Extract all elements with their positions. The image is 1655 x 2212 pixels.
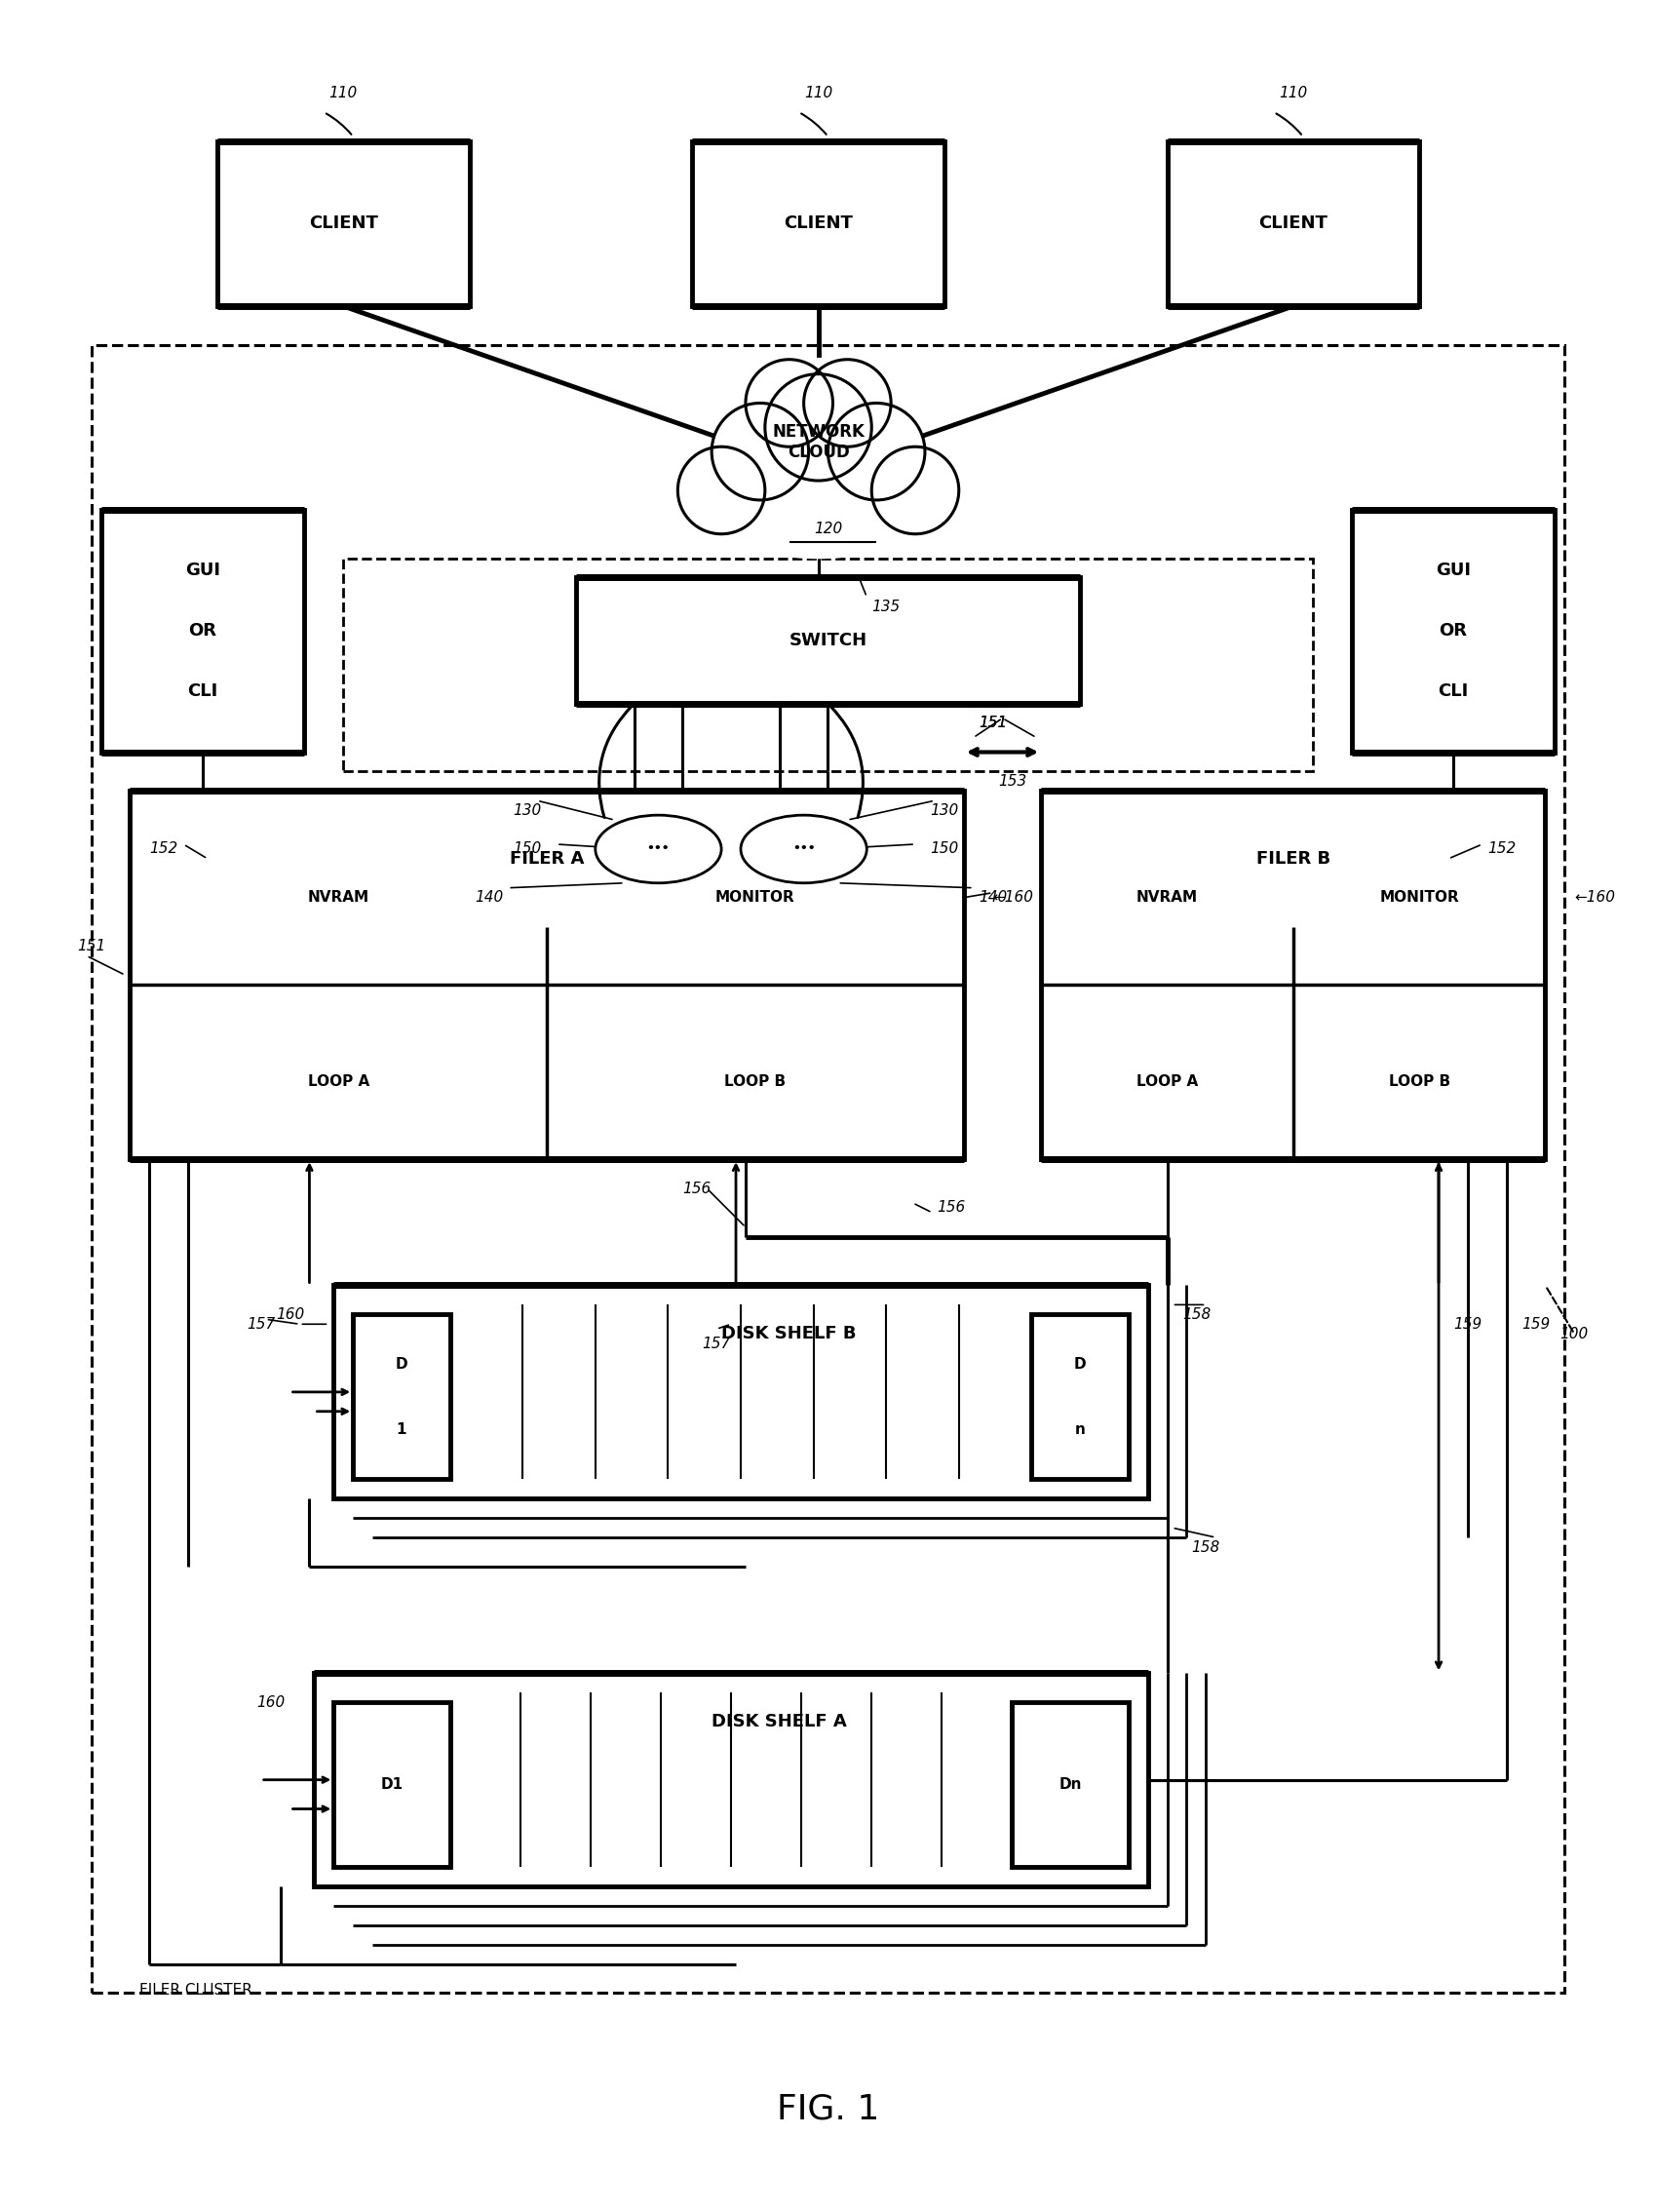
Text: •••: ••• — [791, 843, 814, 856]
Text: GUI: GUI — [1435, 562, 1470, 580]
Bar — [333, 1703, 450, 1867]
Circle shape — [745, 361, 832, 447]
Text: 1: 1 — [396, 1422, 407, 1438]
Text: LOOP A: LOOP A — [1135, 1075, 1197, 1088]
Text: MONITOR: MONITOR — [1379, 889, 1458, 905]
Bar — [1041, 792, 1544, 1159]
Circle shape — [765, 374, 871, 480]
Bar — [217, 142, 468, 305]
Text: ←160: ←160 — [993, 889, 1033, 905]
Text: 157: 157 — [702, 1336, 730, 1352]
Text: D: D — [396, 1356, 407, 1371]
Bar — [353, 1314, 450, 1480]
Circle shape — [803, 361, 890, 447]
Text: ←160: ←160 — [1574, 889, 1614, 905]
Text: n: n — [1074, 1422, 1084, 1438]
Text: GUI: GUI — [185, 562, 220, 580]
Text: 160: 160 — [276, 1307, 305, 1323]
Text: NETWORK
CLOUD: NETWORK CLOUD — [771, 422, 864, 460]
Text: 135: 135 — [872, 599, 900, 615]
Text: OR: OR — [189, 622, 217, 639]
Text: 152: 152 — [149, 843, 179, 856]
Text: CLIENT: CLIENT — [308, 215, 377, 232]
Text: DISK SHELF A: DISK SHELF A — [712, 1712, 847, 1730]
Bar — [343, 557, 1312, 772]
Text: •••: ••• — [647, 843, 670, 856]
Bar — [1167, 142, 1418, 305]
Bar — [1011, 1703, 1127, 1867]
Text: 130: 130 — [930, 803, 958, 818]
Text: 151: 151 — [78, 938, 106, 953]
Text: 150: 150 — [513, 843, 541, 856]
Text: CLIENT: CLIENT — [783, 215, 852, 232]
Text: 156: 156 — [682, 1181, 712, 1197]
Bar — [333, 1285, 1147, 1500]
Text: 140: 140 — [475, 889, 503, 905]
Text: 158: 158 — [1182, 1307, 1210, 1323]
Circle shape — [828, 403, 925, 500]
Text: 100: 100 — [1559, 1327, 1587, 1340]
Text: 130: 130 — [513, 803, 541, 818]
Text: CLI: CLI — [1437, 684, 1468, 701]
Text: D1: D1 — [381, 1778, 402, 1792]
Text: FILER B: FILER B — [1256, 849, 1329, 867]
Bar — [131, 792, 963, 1159]
Text: 110: 110 — [804, 86, 832, 100]
Text: 157: 157 — [247, 1316, 275, 1332]
Text: 158: 158 — [1192, 1540, 1220, 1555]
Circle shape — [712, 403, 808, 500]
Bar — [1031, 1314, 1127, 1480]
Text: 160: 160 — [257, 1694, 285, 1710]
Bar — [576, 577, 1079, 703]
Text: 159: 159 — [1453, 1316, 1481, 1332]
Bar — [692, 462, 943, 540]
Text: 110: 110 — [1278, 86, 1307, 100]
Circle shape — [677, 447, 765, 533]
Text: 159: 159 — [1521, 1316, 1549, 1332]
Ellipse shape — [692, 422, 943, 557]
Text: OR: OR — [1438, 622, 1466, 639]
Text: 152: 152 — [1486, 843, 1514, 856]
Bar — [101, 509, 305, 752]
Text: CLIENT: CLIENT — [1258, 215, 1327, 232]
Text: FIG. 1: FIG. 1 — [776, 2093, 879, 2126]
Text: LOOP B: LOOP B — [725, 1075, 786, 1088]
Text: SWITCH: SWITCH — [788, 633, 867, 650]
Bar — [692, 142, 943, 305]
Text: Dn: Dn — [1058, 1778, 1081, 1792]
Text: LOOP B: LOOP B — [1387, 1075, 1450, 1088]
Text: 151: 151 — [978, 717, 1006, 730]
Text: CLI: CLI — [187, 684, 218, 701]
Text: 153: 153 — [998, 774, 1026, 787]
Text: LOOP A: LOOP A — [308, 1075, 369, 1088]
Text: MONITOR: MONITOR — [715, 889, 794, 905]
Bar — [91, 345, 1564, 1993]
Text: NVRAM: NVRAM — [308, 889, 369, 905]
Bar — [314, 1672, 1147, 1887]
Text: 151: 151 — [978, 717, 1006, 730]
Circle shape — [871, 447, 958, 533]
Ellipse shape — [596, 816, 722, 883]
Text: FILER A: FILER A — [510, 849, 584, 867]
Bar — [1350, 509, 1554, 752]
Text: NVRAM: NVRAM — [1135, 889, 1197, 905]
Text: 110: 110 — [329, 86, 357, 100]
Text: FILER CLUSTER: FILER CLUSTER — [139, 1984, 253, 1997]
Text: 140: 140 — [978, 889, 1006, 905]
Text: D: D — [1072, 1356, 1086, 1371]
Ellipse shape — [740, 816, 866, 883]
Text: 156: 156 — [937, 1201, 965, 1214]
Text: 150: 150 — [930, 843, 958, 856]
Text: 120: 120 — [813, 522, 842, 538]
Text: DISK SHELF B: DISK SHELF B — [722, 1325, 856, 1343]
